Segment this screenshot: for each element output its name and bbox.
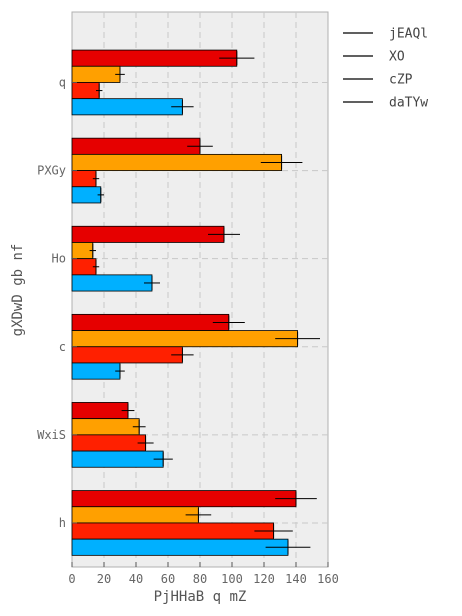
x-tick-label: 60 bbox=[161, 572, 175, 586]
x-axis-label: PjHHaB q mZ bbox=[154, 589, 247, 605]
bar bbox=[71, 274, 153, 292]
legend-label: XO bbox=[389, 50, 405, 65]
bar bbox=[71, 225, 225, 243]
bar bbox=[71, 186, 102, 204]
x-tick-label: 40 bbox=[129, 572, 143, 586]
legend-label: jEAQl bbox=[389, 27, 428, 42]
x-axis: 0 20 40 60 80 100 120 140 160 bbox=[68, 562, 339, 586]
x-tick-label: 120 bbox=[253, 572, 275, 586]
bar bbox=[71, 418, 140, 436]
y-tick-label: PXGy bbox=[37, 164, 66, 178]
x-tick-label: 80 bbox=[193, 572, 207, 586]
y-tick-label: Ho bbox=[52, 252, 66, 266]
y-tick-label: WxiS bbox=[37, 428, 66, 442]
bar bbox=[71, 313, 230, 331]
bar bbox=[71, 98, 183, 116]
x-tick-label: 20 bbox=[97, 572, 111, 586]
bar bbox=[71, 49, 238, 67]
bar bbox=[71, 65, 121, 83]
x-tick-label: 140 bbox=[285, 572, 307, 586]
bar bbox=[71, 170, 97, 188]
y-axis-label: gXDwD gb nf bbox=[10, 244, 26, 337]
bar bbox=[71, 346, 183, 364]
x-tick-label: 100 bbox=[221, 572, 243, 586]
bar bbox=[71, 522, 275, 540]
legend-label: daTYw bbox=[389, 96, 428, 111]
x-tick-label: 0 bbox=[68, 572, 75, 586]
bar bbox=[71, 538, 289, 556]
x-tick-label: 160 bbox=[317, 572, 339, 586]
y-tick-label: c bbox=[59, 340, 66, 354]
bars bbox=[71, 49, 320, 556]
legend-label: cZP bbox=[389, 73, 413, 88]
bar bbox=[71, 153, 283, 171]
bar bbox=[71, 258, 97, 276]
y-tick-label: h bbox=[59, 516, 66, 530]
y-axis: q PXGy Ho c WxiS h bbox=[37, 75, 77, 530]
bar bbox=[71, 490, 297, 508]
bar bbox=[71, 434, 146, 452]
bar bbox=[71, 137, 201, 155]
bar bbox=[71, 330, 299, 348]
bar bbox=[71, 506, 199, 524]
bar bbox=[71, 362, 121, 380]
bar bbox=[71, 82, 100, 100]
bar bbox=[71, 402, 129, 420]
y-tick-label: q bbox=[59, 75, 66, 89]
legend: jEAQl XO cZP daTYw bbox=[343, 27, 428, 111]
bar bbox=[71, 450, 164, 468]
